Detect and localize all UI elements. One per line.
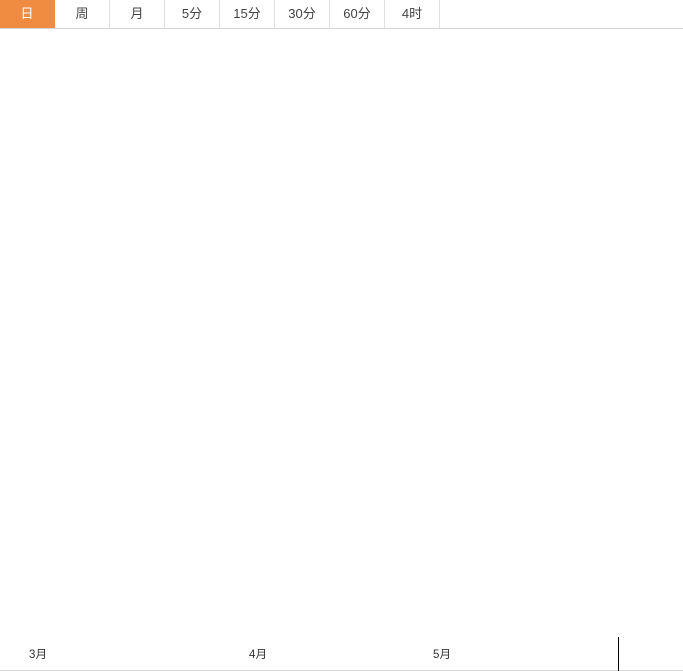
time-axis-label: 3月 [29, 649, 47, 661]
tab-30min[interactable]: 30分 [275, 0, 330, 28]
tab-15min[interactable]: 15分 [220, 0, 275, 28]
tab-4hour[interactable]: 4时 [385, 0, 440, 28]
time-axis: 3月 4月 5月 [0, 637, 683, 671]
tabbar-filler [440, 0, 683, 28]
tab-5min[interactable]: 5分 [165, 0, 220, 28]
tab-monthly[interactable]: 月 [110, 0, 165, 28]
time-axis-label: 4月 [249, 649, 267, 661]
axis-separator [618, 637, 619, 671]
tab-60min[interactable]: 60分 [330, 0, 385, 28]
timeframe-tabbar: 日 周 月 5分 15分 30分 60分 4时 [0, 0, 683, 29]
tab-weekly[interactable]: 周 [55, 0, 110, 28]
tab-daily[interactable]: 日 [0, 0, 55, 28]
time-axis-label: 5月 [433, 649, 451, 661]
